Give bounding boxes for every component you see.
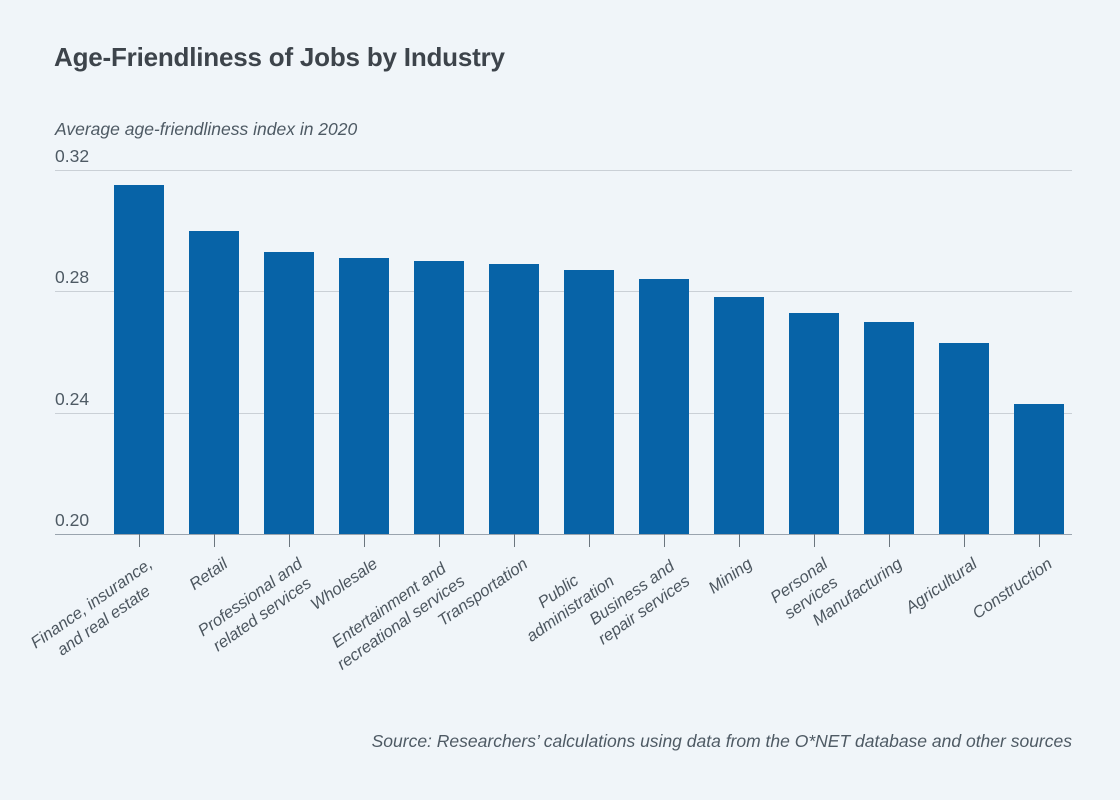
y-axis-tick-label: 0.28 (55, 267, 90, 288)
bar (564, 270, 614, 534)
x-axis-tick (738, 534, 740, 547)
x-axis-label: Finance, insurance, and real estate (27, 554, 156, 660)
bar (1014, 403, 1064, 534)
bar (939, 342, 989, 534)
x-axis-label: Construction (969, 554, 1056, 623)
bar (414, 261, 464, 534)
bar (639, 279, 689, 534)
x-axis-tick (888, 534, 890, 547)
y-axis-tick-label: 0.24 (55, 388, 90, 409)
x-axis-tick (363, 534, 365, 547)
chart-subtitle: Average age-friendliness index in 2020 (55, 119, 358, 139)
x-axis-tick (438, 534, 440, 547)
x-axis-tick (513, 534, 515, 547)
bar (264, 251, 314, 534)
x-axis-tick (588, 534, 590, 547)
x-axis-tick (138, 534, 140, 547)
x-axis-tick (213, 534, 215, 547)
x-axis-tick (813, 534, 815, 547)
x-axis-tick (288, 534, 290, 547)
x-axis-tick (663, 534, 665, 547)
chart-title: Age-Friendliness of Jobs by Industry (54, 42, 505, 72)
x-axis-baseline (55, 534, 1072, 535)
bar (789, 312, 839, 534)
x-axis-label: Mining (705, 554, 756, 598)
y-axis-tick-label: 0.32 (55, 146, 90, 166)
y-axis-tick-label: 0.20 (55, 510, 90, 530)
y-gridline (55, 412, 1072, 414)
bar (114, 185, 164, 534)
source-note: Source: Researchers’ calculations using … (371, 731, 1072, 751)
x-axis-label: Retail (186, 554, 231, 594)
bar (489, 264, 539, 534)
bar (864, 321, 914, 534)
y-gridline (55, 170, 1072, 171)
bar (189, 230, 239, 534)
y-gridline (55, 291, 1072, 293)
bar (714, 297, 764, 534)
bar (339, 257, 389, 534)
x-axis-tick (963, 534, 965, 547)
x-axis-tick (1038, 534, 1040, 547)
